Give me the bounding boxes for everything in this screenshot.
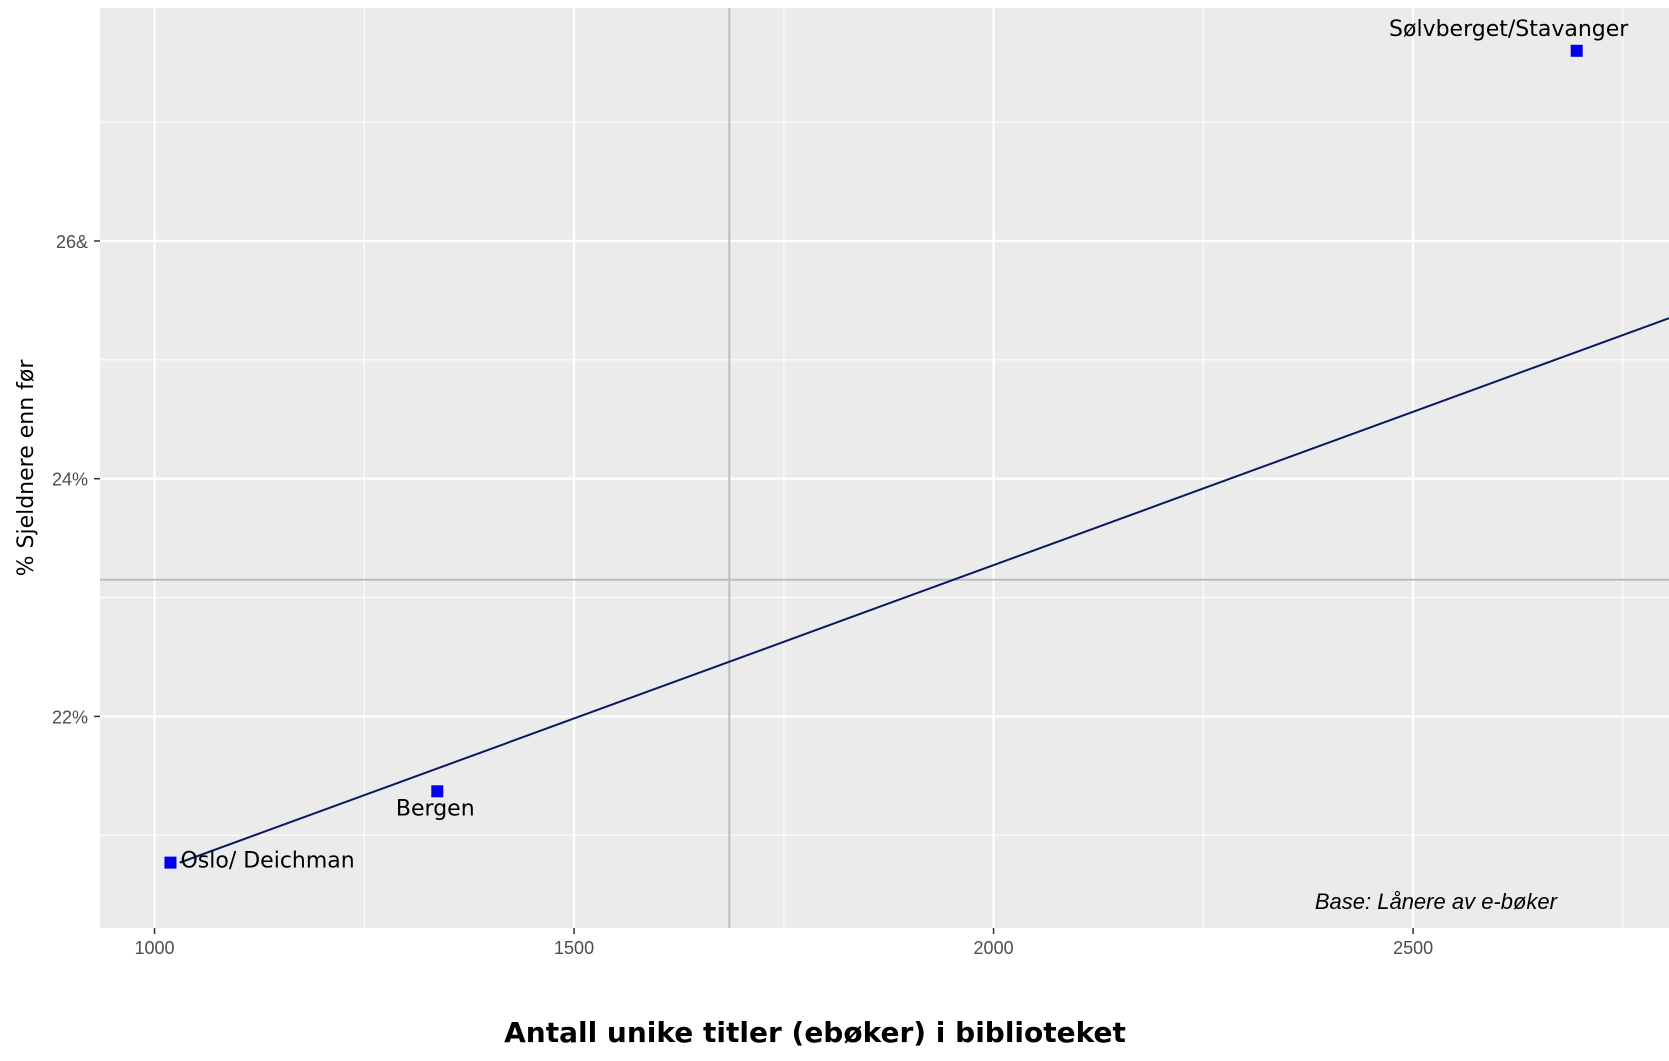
data-points	[164, 44, 1583, 869]
point-labels: Oslo/ Deichman Bergen Sølvberget/Stavanger	[180, 17, 1629, 874]
x-tick-label: 2000	[974, 938, 1014, 958]
minor-gridlines	[100, 8, 1669, 928]
y-tick-label: 22%	[52, 707, 88, 727]
x-axis-title: Antall unike titler (ebøker) i bibliotek…	[504, 1016, 1126, 1049]
plot-panel	[100, 8, 1669, 928]
point-label: Sølvberget/Stavanger	[1389, 17, 1629, 42]
data-point	[1570, 44, 1583, 57]
x-axis: 1000 1500 2000 2500	[135, 928, 1433, 958]
reference-lines	[100, 8, 1669, 928]
data-point	[164, 856, 177, 869]
point-label: Bergen	[396, 796, 475, 821]
point-label: Oslo/ Deichman	[180, 849, 354, 874]
x-tick-label: 2500	[1393, 938, 1433, 958]
trend-line-group	[179, 317, 1669, 864]
y-axis-title: % Sjeldnere enn før	[14, 359, 39, 577]
data-point	[431, 785, 444, 798]
caption: Base: Lånere av e-bøker	[1315, 889, 1559, 914]
y-tick-label: 24%	[52, 470, 88, 490]
y-axis: 22% 24% 26&	[52, 232, 100, 727]
trend-line	[179, 317, 1669, 864]
y-tick-label: 26&	[56, 232, 88, 252]
x-tick-label: 1500	[554, 938, 594, 958]
major-gridlines	[100, 8, 1669, 928]
x-tick-label: 1000	[135, 938, 175, 958]
